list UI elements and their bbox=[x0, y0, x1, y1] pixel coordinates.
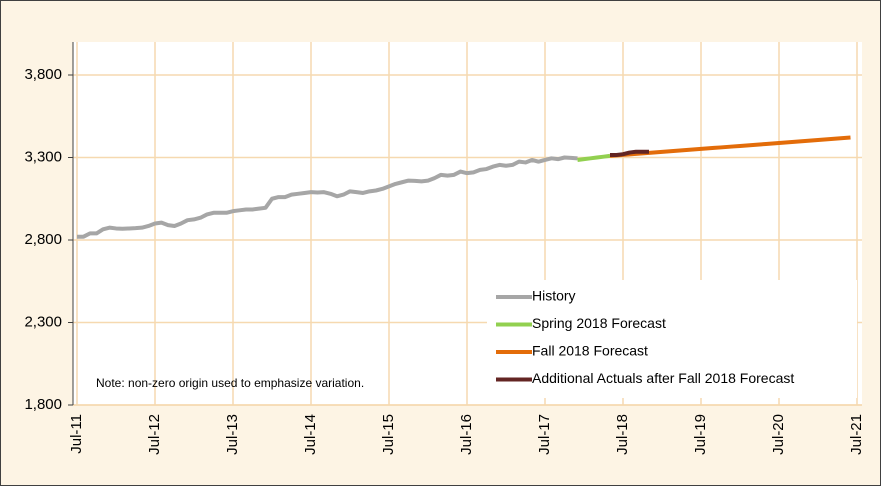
legend-label: Spring 2018 Forecast bbox=[532, 315, 666, 331]
x-tick-label: Jul-11 bbox=[68, 414, 85, 454]
legend-label: Additional Actuals after Fall 2018 Forec… bbox=[532, 370, 794, 386]
series-line bbox=[609, 135, 851, 158]
legend-label: Fall 2018 Forecast bbox=[532, 343, 648, 359]
x-tick-label: Jul-20 bbox=[770, 414, 787, 455]
x-tick-label: Jul-12 bbox=[146, 414, 163, 455]
y-tick-label: 2,800 bbox=[24, 231, 62, 248]
x-tick-label: Jul-15 bbox=[380, 414, 397, 455]
x-tick-label: Jul-21 bbox=[848, 414, 865, 455]
x-tick-label: Jul-16 bbox=[458, 414, 475, 455]
y-tick-label: 1,800 bbox=[24, 396, 62, 413]
x-tick-label: Jul-17 bbox=[536, 414, 553, 455]
x-tick-label: Jul-19 bbox=[692, 414, 709, 455]
series-line bbox=[577, 153, 611, 162]
series-line bbox=[610, 149, 649, 158]
legend-box bbox=[487, 280, 857, 398]
legend-label: History bbox=[532, 288, 576, 304]
note: Note: non-zero origin used to emphasize … bbox=[96, 376, 364, 390]
y-tick-label: 3,800 bbox=[24, 66, 62, 83]
x-tick-label: Jul-18 bbox=[614, 414, 631, 455]
x-tick-label: Jul-13 bbox=[224, 414, 241, 455]
series-line bbox=[77, 155, 578, 239]
y-tick-label: 2,300 bbox=[24, 313, 62, 330]
y-tick-label: 3,300 bbox=[24, 148, 62, 165]
x-tick-label: Jul-14 bbox=[302, 414, 319, 455]
